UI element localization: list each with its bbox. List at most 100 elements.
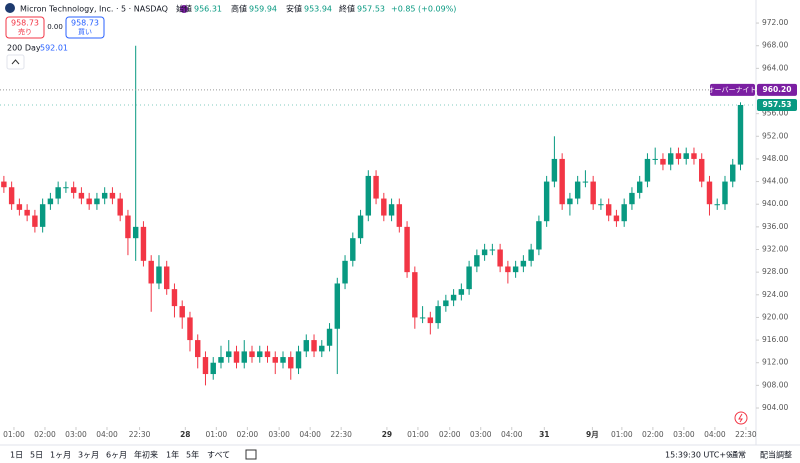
x-tick-label: 03:00: [65, 430, 87, 439]
candle-body: [396, 204, 403, 227]
range-button[interactable]: 5日: [30, 451, 43, 460]
candle-body: [319, 345, 325, 352]
x-tick-label: 02:00: [642, 430, 664, 439]
candle-body: [179, 306, 185, 318]
session[interactable]: 通常: [730, 450, 746, 460]
candle-body: [280, 357, 286, 363]
candle-body: [326, 328, 333, 346]
candle-body: [264, 351, 271, 358]
range-button[interactable]: 1日: [10, 451, 23, 460]
sell-price: 958.73: [11, 19, 39, 28]
y-tick-label: 936.00: [762, 222, 788, 231]
x-tick-label: 03:00: [268, 430, 290, 439]
candle-body: [195, 340, 201, 358]
sell-label: 売り: [18, 27, 32, 36]
candle-body: [559, 158, 565, 205]
indicator-value: 592.01: [40, 44, 68, 53]
y-tick-label: 908.00: [762, 380, 788, 389]
session-icon: [180, 5, 188, 13]
candle-body: [132, 226, 139, 239]
candle-body: [489, 249, 496, 251]
overnight-price: 960.20: [763, 85, 792, 94]
buy-button[interactable]: [65, 16, 105, 39]
ohlc-label: 始値: [176, 4, 192, 14]
candle-body: [78, 192, 85, 199]
x-tick-label: 22:30: [735, 430, 757, 439]
candle-body: [202, 357, 209, 375]
candle-body: [481, 249, 488, 256]
last-price-tag: [757, 98, 797, 111]
candle-body: [342, 260, 348, 284]
candle-body: [125, 215, 131, 239]
collapse-button[interactable]: [6, 54, 25, 70]
candle-body: [730, 164, 736, 182]
candle-body: [598, 204, 604, 206]
range-button[interactable]: 年初来: [134, 450, 158, 460]
x-tick-label: 04:00: [299, 430, 321, 439]
buy-price: 958.73: [71, 19, 99, 28]
candle-body: [365, 175, 372, 216]
x-tick-label: 03:00: [470, 430, 492, 439]
candle-body: [520, 260, 527, 267]
candle-body: [412, 272, 418, 318]
y-tick-label: 904.00: [762, 403, 788, 412]
x-tick-label: 02:00: [439, 430, 461, 439]
candle-body: [691, 153, 697, 159]
candle-body: [644, 158, 651, 182]
last-price: 957.53: [763, 100, 792, 109]
range-button[interactable]: 6ヶ月: [106, 451, 127, 460]
candle-body: [101, 192, 108, 199]
range-button[interactable]: 3ヶ月: [78, 451, 99, 460]
x-tick-label: 28: [180, 430, 190, 439]
range-button[interactable]: すべて: [207, 451, 230, 460]
candle-body: [8, 187, 15, 205]
candle-body: [613, 215, 620, 222]
candle-body: [737, 104, 744, 165]
candle-body: [55, 187, 61, 199]
x-tick-label: 03:00: [673, 430, 695, 439]
candle-body: [675, 153, 682, 159]
y-tick-label: 972.00: [762, 18, 788, 27]
overnight-price-tag: [757, 83, 797, 96]
calendar-icon[interactable]: [245, 449, 257, 460]
candle-body: [466, 266, 472, 290]
candle-body: [629, 192, 635, 205]
candle-body: [590, 181, 596, 205]
range-button[interactable]: 5年: [186, 450, 199, 460]
candle-body: [512, 266, 519, 273]
candle-body: [435, 306, 441, 324]
candle-body: [388, 204, 395, 216]
alert-icon[interactable]: [734, 411, 748, 425]
y-tick-label: 924.00: [762, 290, 788, 299]
candle-body: [536, 221, 542, 250]
adjust[interactable]: 配当調整: [760, 450, 792, 460]
candle-body: [381, 198, 387, 216]
ohlc-value: 957.53: [357, 5, 385, 14]
candle-body: [567, 198, 573, 205]
indicator-name: 200 Day: [7, 44, 41, 53]
candle-body: [117, 198, 123, 216]
y-tick-label: 968.00: [762, 41, 788, 50]
y-tick-label: 912.00: [762, 358, 788, 367]
candle-body: [257, 351, 263, 358]
collapse-icon: [11, 59, 20, 65]
sell-button[interactable]: [5, 16, 45, 39]
candle-body: [218, 357, 224, 363]
candle-body: [667, 153, 674, 165]
candle-body: [605, 204, 612, 216]
candle-body: [551, 158, 558, 182]
change: +0.85 (+0.09%): [391, 5, 456, 14]
ohlc-value: 956.31: [194, 5, 222, 14]
candle-body: [210, 362, 216, 375]
candle-body: [722, 181, 728, 205]
range-button[interactable]: 1ヶ月: [50, 451, 71, 460]
candle-body: [404, 226, 410, 273]
candle-body: [334, 283, 341, 329]
range-button[interactable]: 1年: [166, 450, 179, 460]
candle-body: [660, 158, 666, 165]
candle-body: [1, 181, 7, 188]
clock: 15:39:30 UTC+9: [665, 451, 731, 460]
candle-body: [94, 198, 100, 205]
